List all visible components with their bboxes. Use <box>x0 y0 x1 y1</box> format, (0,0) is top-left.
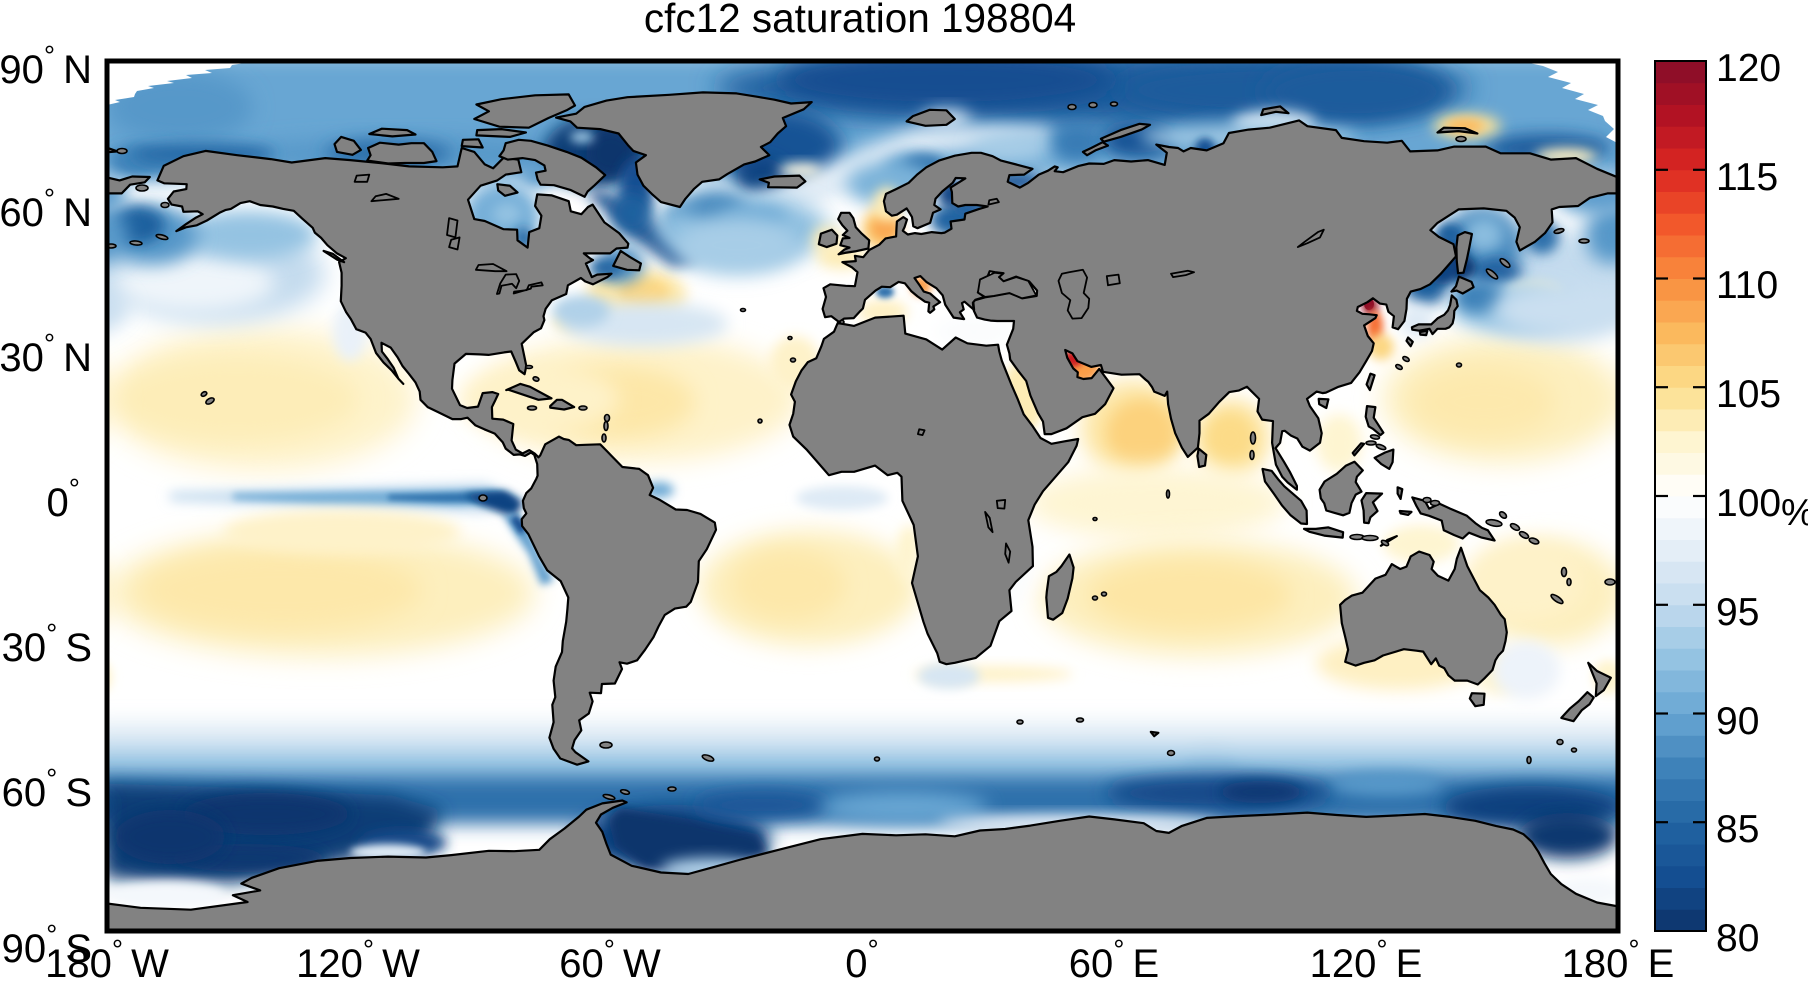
svg-text:80: 80 <box>1716 917 1759 960</box>
svg-text:120° W: 120° W <box>296 934 420 984</box>
svg-text:180° E: 180° E <box>1562 934 1675 984</box>
svg-text:105: 105 <box>1716 373 1781 416</box>
svg-text:60° N: 60° N <box>0 183 92 235</box>
svg-text:115: 115 <box>1716 156 1778 199</box>
svg-text:0°: 0° <box>47 473 80 525</box>
svg-text:%: % <box>1781 492 1808 534</box>
svg-text:0°: 0° <box>845 934 878 984</box>
svg-text:100: 100 <box>1716 482 1781 525</box>
svg-text:110: 110 <box>1716 264 1778 307</box>
svg-text:85: 85 <box>1716 808 1759 851</box>
svg-text:cfc12 saturation 198804: cfc12 saturation 198804 <box>644 0 1076 41</box>
svg-text:180° W: 180° W <box>45 934 169 984</box>
svg-text:30° N: 30° N <box>0 328 92 380</box>
svg-text:30° S: 30° S <box>2 618 92 670</box>
svg-text:120: 120 <box>1716 47 1781 90</box>
svg-text:95: 95 <box>1716 591 1759 634</box>
svg-text:90: 90 <box>1716 700 1759 743</box>
svg-text:120° E: 120° E <box>1310 934 1423 984</box>
